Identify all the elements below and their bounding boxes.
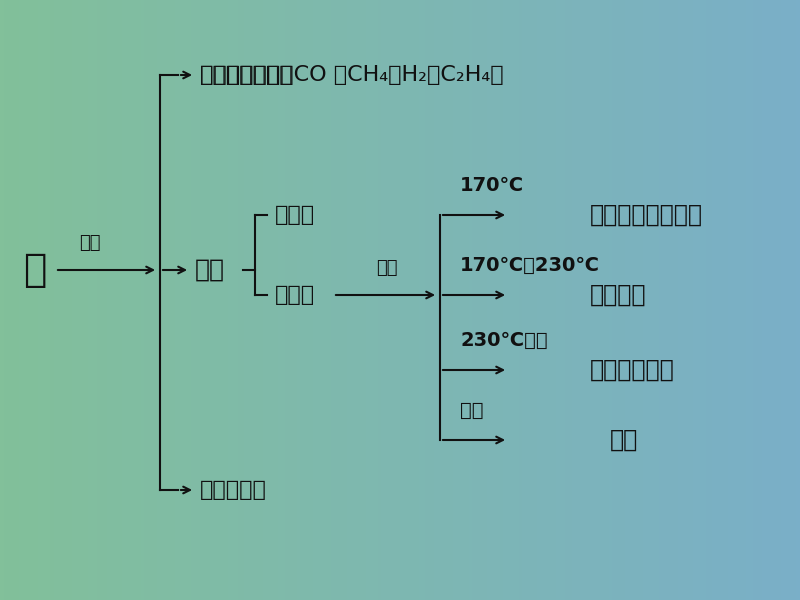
Text: 沥青: 沥青 — [610, 428, 638, 452]
Text: 230℃以上: 230℃以上 — [460, 331, 548, 350]
Text: 气态：焦炉气（: 气态：焦炉气（ — [200, 65, 294, 85]
Text: 干馏: 干馏 — [79, 234, 101, 252]
Text: 固态：焦炭: 固态：焦炭 — [200, 480, 267, 500]
Text: 分馏: 分馏 — [376, 259, 398, 277]
Text: 170℃: 170℃ — [460, 176, 524, 195]
Text: 苯、甲苯、二甲苯: 苯、甲苯、二甲苯 — [590, 203, 703, 227]
Text: 酚类、萘: 酚类、萘 — [590, 283, 646, 307]
Text: 蒽等稠环芳烃: 蒽等稠环芳烃 — [590, 358, 674, 382]
Text: 煤: 煤 — [23, 251, 46, 289]
Text: 残渣: 残渣 — [460, 401, 483, 420]
Text: 液态: 液态 — [195, 258, 225, 282]
Text: 粗氨水: 粗氨水 — [275, 205, 315, 225]
Text: 气态：焦炉气（CO 、CH₄、H₂、C₂H₄）: 气态：焦炉气（CO 、CH₄、H₂、C₂H₄） — [200, 65, 504, 85]
Text: 170℃～230℃: 170℃～230℃ — [460, 256, 600, 275]
Text: 煤焦油: 煤焦油 — [275, 285, 315, 305]
